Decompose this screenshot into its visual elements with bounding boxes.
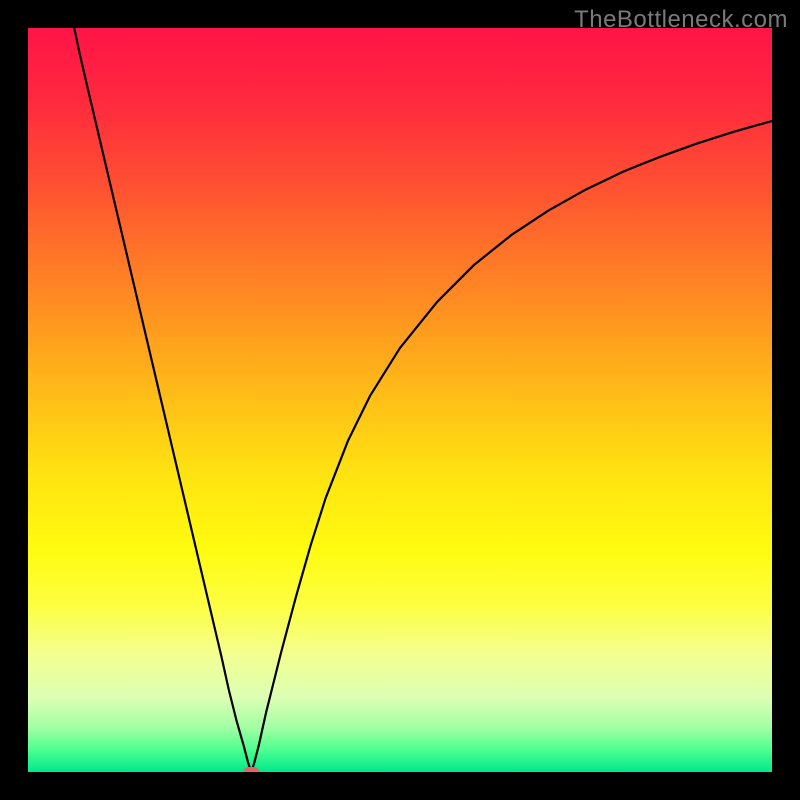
- chart-svg: [28, 28, 772, 772]
- plot-area: [28, 28, 772, 772]
- gradient-background: [28, 28, 772, 772]
- chart-container: TheBottleneck.com: [0, 0, 800, 800]
- minimum-marker: [243, 767, 259, 772]
- watermark-text: TheBottleneck.com: [574, 6, 788, 34]
